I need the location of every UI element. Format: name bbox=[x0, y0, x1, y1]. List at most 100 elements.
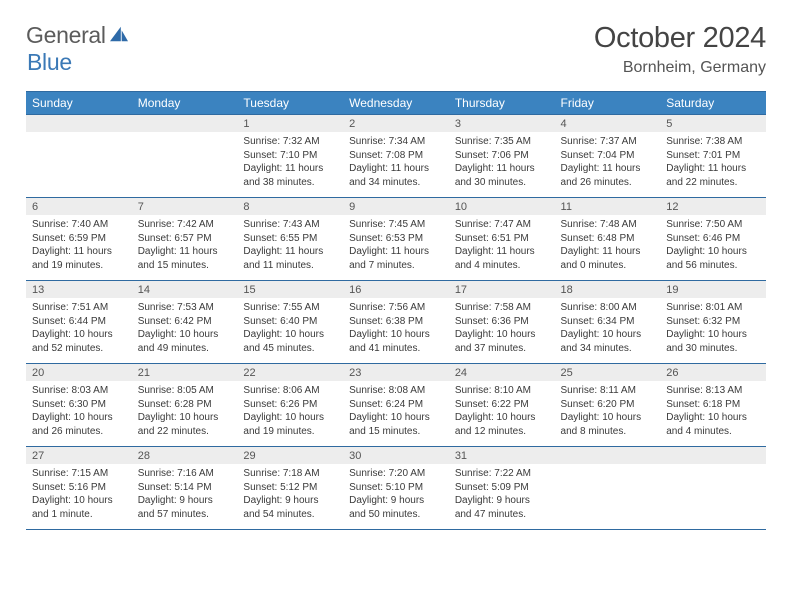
calendar-table: SundayMondayTuesdayWednesdayThursdayFrid… bbox=[26, 91, 766, 529]
daylight-line: Daylight: 11 hours and 4 minutes. bbox=[455, 245, 549, 272]
week-row: 1Sunrise: 7:32 AMSunset: 7:10 PMDaylight… bbox=[26, 115, 766, 198]
day-cell: 9Sunrise: 7:45 AMSunset: 6:53 PMDaylight… bbox=[343, 198, 449, 281]
sunset-line: Sunset: 7:06 PM bbox=[455, 149, 549, 163]
day-cell: 4Sunrise: 7:37 AMSunset: 7:04 PMDaylight… bbox=[555, 115, 661, 198]
day-number: 16 bbox=[343, 281, 449, 298]
day-body: Sunrise: 7:15 AMSunset: 5:16 PMDaylight:… bbox=[26, 464, 132, 529]
sunset-line: Sunset: 6:59 PM bbox=[32, 232, 126, 246]
day-cell: 17Sunrise: 7:58 AMSunset: 6:36 PMDayligh… bbox=[449, 281, 555, 364]
day-number: 12 bbox=[660, 198, 766, 215]
sunset-line: Sunset: 6:38 PM bbox=[349, 315, 443, 329]
daylight-line: Daylight: 10 hours and 30 minutes. bbox=[666, 328, 760, 355]
day-cell: 3Sunrise: 7:35 AMSunset: 7:06 PMDaylight… bbox=[449, 115, 555, 198]
sunset-line: Sunset: 6:24 PM bbox=[349, 398, 443, 412]
sunset-line: Sunset: 6:55 PM bbox=[243, 232, 337, 246]
location-label: Bornheim, Germany bbox=[594, 59, 766, 77]
daylight-line: Daylight: 10 hours and 56 minutes. bbox=[666, 245, 760, 272]
day-number: 5 bbox=[660, 115, 766, 132]
day-cell: 26Sunrise: 8:13 AMSunset: 6:18 PMDayligh… bbox=[660, 364, 766, 447]
header: General Blue October 2024 Bornheim, Germ… bbox=[26, 22, 766, 77]
daylight-line: Daylight: 10 hours and 8 minutes. bbox=[561, 411, 655, 438]
daylight-line: Daylight: 10 hours and 22 minutes. bbox=[138, 411, 232, 438]
sunset-line: Sunset: 6:20 PM bbox=[561, 398, 655, 412]
daylight-line: Daylight: 10 hours and 52 minutes. bbox=[32, 328, 126, 355]
sunset-line: Sunset: 6:57 PM bbox=[138, 232, 232, 246]
weekday-header: Friday bbox=[555, 92, 661, 115]
day-cell: 21Sunrise: 8:05 AMSunset: 6:28 PMDayligh… bbox=[132, 364, 238, 447]
day-number: 20 bbox=[26, 364, 132, 381]
day-cell: 18Sunrise: 8:00 AMSunset: 6:34 PMDayligh… bbox=[555, 281, 661, 364]
day-number: 2 bbox=[343, 115, 449, 132]
day-body: Sunrise: 7:37 AMSunset: 7:04 PMDaylight:… bbox=[555, 132, 661, 197]
day-number-empty bbox=[26, 115, 132, 132]
week-row: 20Sunrise: 8:03 AMSunset: 6:30 PMDayligh… bbox=[26, 364, 766, 447]
day-body: Sunrise: 7:35 AMSunset: 7:06 PMDaylight:… bbox=[449, 132, 555, 197]
daylight-line: Daylight: 10 hours and 4 minutes. bbox=[666, 411, 760, 438]
day-body: Sunrise: 8:08 AMSunset: 6:24 PMDaylight:… bbox=[343, 381, 449, 446]
day-cell: 12Sunrise: 7:50 AMSunset: 6:46 PMDayligh… bbox=[660, 198, 766, 281]
day-body: Sunrise: 7:42 AMSunset: 6:57 PMDaylight:… bbox=[132, 215, 238, 280]
daylight-line: Daylight: 11 hours and 7 minutes. bbox=[349, 245, 443, 272]
page-title: October 2024 bbox=[594, 22, 766, 55]
daylight-line: Daylight: 11 hours and 30 minutes. bbox=[455, 162, 549, 189]
day-body: Sunrise: 7:32 AMSunset: 7:10 PMDaylight:… bbox=[237, 132, 343, 197]
day-number: 11 bbox=[555, 198, 661, 215]
sunrise-line: Sunrise: 7:42 AM bbox=[138, 218, 232, 232]
day-number: 30 bbox=[343, 447, 449, 464]
sunrise-line: Sunrise: 8:13 AM bbox=[666, 384, 760, 398]
day-cell: 20Sunrise: 8:03 AMSunset: 6:30 PMDayligh… bbox=[26, 364, 132, 447]
day-body: Sunrise: 8:00 AMSunset: 6:34 PMDaylight:… bbox=[555, 298, 661, 363]
day-body: Sunrise: 7:34 AMSunset: 7:08 PMDaylight:… bbox=[343, 132, 449, 197]
weekday-header-row: SundayMondayTuesdayWednesdayThursdayFrid… bbox=[26, 92, 766, 115]
sunset-line: Sunset: 5:09 PM bbox=[455, 481, 549, 495]
day-body: Sunrise: 7:18 AMSunset: 5:12 PMDaylight:… bbox=[237, 464, 343, 529]
day-body: Sunrise: 7:45 AMSunset: 6:53 PMDaylight:… bbox=[343, 215, 449, 280]
sunset-line: Sunset: 6:40 PM bbox=[243, 315, 337, 329]
daylight-line: Daylight: 10 hours and 45 minutes. bbox=[243, 328, 337, 355]
sunset-line: Sunset: 7:04 PM bbox=[561, 149, 655, 163]
day-body: Sunrise: 8:06 AMSunset: 6:26 PMDaylight:… bbox=[237, 381, 343, 446]
sunrise-line: Sunrise: 8:10 AM bbox=[455, 384, 549, 398]
day-body-empty bbox=[26, 132, 132, 190]
day-cell: 19Sunrise: 8:01 AMSunset: 6:32 PMDayligh… bbox=[660, 281, 766, 364]
sunset-line: Sunset: 6:34 PM bbox=[561, 315, 655, 329]
daylight-line: Daylight: 11 hours and 11 minutes. bbox=[243, 245, 337, 272]
day-body-empty bbox=[660, 464, 766, 522]
day-body: Sunrise: 7:40 AMSunset: 6:59 PMDaylight:… bbox=[26, 215, 132, 280]
daylight-line: Daylight: 11 hours and 15 minutes. bbox=[138, 245, 232, 272]
day-cell: 5Sunrise: 7:38 AMSunset: 7:01 PMDaylight… bbox=[660, 115, 766, 198]
week-row: 13Sunrise: 7:51 AMSunset: 6:44 PMDayligh… bbox=[26, 281, 766, 364]
day-number: 31 bbox=[449, 447, 555, 464]
logo-word2: Blue bbox=[27, 49, 72, 75]
week-row: 6Sunrise: 7:40 AMSunset: 6:59 PMDaylight… bbox=[26, 198, 766, 281]
sunset-line: Sunset: 6:53 PM bbox=[349, 232, 443, 246]
sunset-line: Sunset: 5:10 PM bbox=[349, 481, 443, 495]
sunrise-line: Sunrise: 7:38 AM bbox=[666, 135, 760, 149]
day-number-empty bbox=[660, 447, 766, 464]
sunrise-line: Sunrise: 7:32 AM bbox=[243, 135, 337, 149]
sunset-line: Sunset: 6:51 PM bbox=[455, 232, 549, 246]
day-number: 8 bbox=[237, 198, 343, 215]
sunrise-line: Sunrise: 8:08 AM bbox=[349, 384, 443, 398]
sunrise-line: Sunrise: 7:56 AM bbox=[349, 301, 443, 315]
day-cell: 14Sunrise: 7:53 AMSunset: 6:42 PMDayligh… bbox=[132, 281, 238, 364]
sunrise-line: Sunrise: 7:40 AM bbox=[32, 218, 126, 232]
daylight-line: Daylight: 9 hours and 47 minutes. bbox=[455, 494, 549, 521]
day-number: 4 bbox=[555, 115, 661, 132]
calendar-bottom-border bbox=[26, 529, 766, 530]
sunrise-line: Sunrise: 7:22 AM bbox=[455, 467, 549, 481]
logo: General Blue bbox=[26, 22, 130, 76]
sunrise-line: Sunrise: 7:18 AM bbox=[243, 467, 337, 481]
day-number-empty bbox=[555, 447, 661, 464]
day-number: 27 bbox=[26, 447, 132, 464]
day-cell bbox=[132, 115, 238, 198]
sunrise-line: Sunrise: 7:45 AM bbox=[349, 218, 443, 232]
day-number: 17 bbox=[449, 281, 555, 298]
day-number: 19 bbox=[660, 281, 766, 298]
day-cell: 23Sunrise: 8:08 AMSunset: 6:24 PMDayligh… bbox=[343, 364, 449, 447]
daylight-line: Daylight: 10 hours and 19 minutes. bbox=[243, 411, 337, 438]
sunset-line: Sunset: 5:14 PM bbox=[138, 481, 232, 495]
day-number: 21 bbox=[132, 364, 238, 381]
title-block: October 2024 Bornheim, Germany bbox=[594, 22, 766, 77]
sunrise-line: Sunrise: 7:20 AM bbox=[349, 467, 443, 481]
